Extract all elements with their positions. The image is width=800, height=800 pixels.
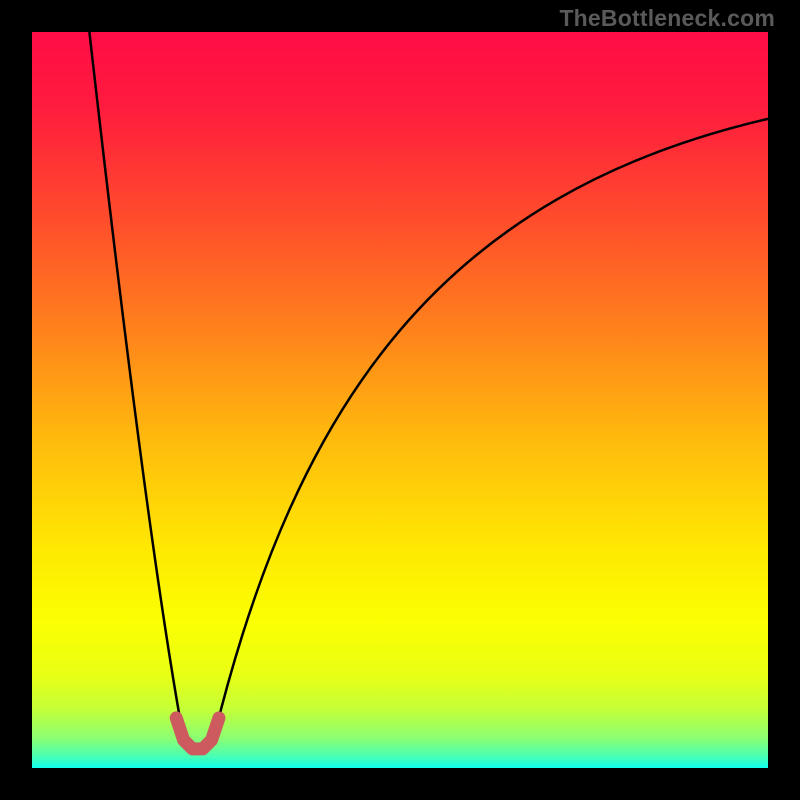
watermark-text: TheBottleneck.com xyxy=(559,5,775,32)
plot-background xyxy=(32,32,768,768)
bottleneck-chart xyxy=(0,0,800,800)
